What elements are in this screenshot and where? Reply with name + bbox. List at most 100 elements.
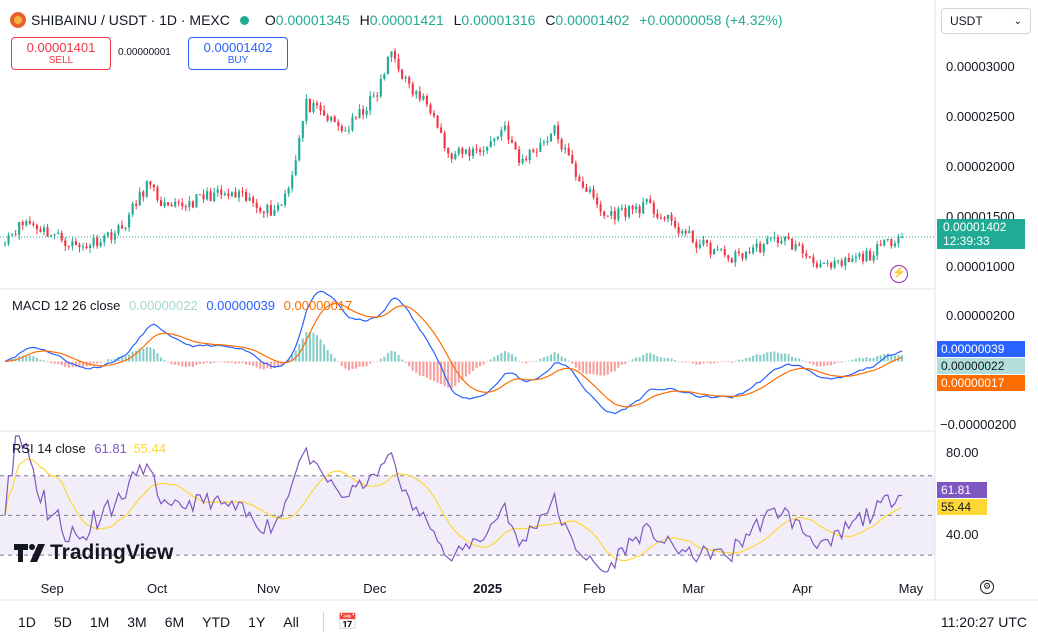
range-1d[interactable]: 1D bbox=[18, 614, 36, 630]
macd-histogram-bar bbox=[872, 357, 875, 362]
buy-price: 0.00001402 bbox=[203, 40, 273, 55]
range-1y[interactable]: 1Y bbox=[248, 614, 266, 630]
candle-body bbox=[266, 204, 269, 214]
candle-body bbox=[553, 125, 556, 134]
sell-label: SELL bbox=[48, 55, 74, 66]
ohlc-open: O0.00001345 bbox=[264, 12, 350, 28]
range-6m[interactable]: 6M bbox=[164, 614, 185, 630]
utc-clock[interactable]: 11:20:27 UTC bbox=[940, 614, 1027, 630]
candle-body bbox=[333, 116, 336, 122]
macd-histogram-bar bbox=[879, 355, 882, 362]
macd-histogram-bar bbox=[663, 358, 666, 362]
symbol-title[interactable]: SHIBAINU / USDT · 1D · MEXC bbox=[31, 12, 230, 28]
candle-body bbox=[567, 147, 570, 156]
candle-body bbox=[557, 125, 560, 140]
shib-coin-icon bbox=[10, 12, 26, 28]
macd-histogram-bar bbox=[727, 361, 730, 363]
macd-histogram-bar bbox=[379, 358, 382, 362]
candle-body bbox=[53, 234, 56, 236]
macd-histogram-bar bbox=[518, 360, 521, 362]
macd-histogram-bar bbox=[844, 361, 847, 362]
candle-body bbox=[833, 260, 836, 268]
range-3m[interactable]: 3M bbox=[127, 614, 147, 630]
candle-body bbox=[798, 244, 801, 246]
macd-histogram-bar bbox=[837, 361, 840, 363]
date-range-calendar-icon[interactable]: 📅 bbox=[337, 614, 358, 631]
candle-body bbox=[255, 202, 258, 208]
macd-histogram-bar bbox=[301, 338, 304, 362]
candle-body bbox=[7, 235, 10, 244]
candle-body bbox=[886, 238, 889, 240]
time-tick-label: 2025 bbox=[473, 581, 503, 596]
range-5d[interactable]: 5D bbox=[53, 614, 72, 630]
macd-histogram-bar bbox=[96, 361, 99, 364]
candle-body bbox=[876, 244, 879, 256]
sell-button[interactable]: 0.00001401 SELL bbox=[11, 37, 111, 70]
macd-histogram-bar bbox=[25, 354, 28, 362]
macd-histogram-bar bbox=[223, 361, 226, 363]
macd-histogram-bar bbox=[581, 361, 584, 373]
macd-histogram-bar bbox=[514, 356, 517, 362]
rsi-line bbox=[4, 435, 902, 573]
buy-button[interactable]: 0.00001402 BUY bbox=[188, 37, 288, 70]
macd-histogram-bar bbox=[791, 356, 794, 362]
candle-body bbox=[500, 129, 503, 137]
candle-body bbox=[223, 193, 226, 195]
macd-histogram-bar bbox=[401, 359, 404, 362]
candle-body bbox=[3, 243, 7, 245]
candle-body bbox=[585, 187, 588, 192]
range-all[interactable]: All bbox=[283, 614, 299, 630]
macd-histogram-bar bbox=[120, 356, 124, 362]
candle-body bbox=[415, 91, 418, 95]
candle-body bbox=[152, 184, 155, 188]
candle-body bbox=[819, 263, 822, 268]
macd-histogram-bar bbox=[393, 351, 397, 362]
macd-histogram-bar bbox=[773, 351, 776, 362]
range-1m[interactable]: 1M bbox=[89, 614, 110, 630]
candle-body bbox=[401, 69, 404, 79]
ohlc-high: H0.00001421 bbox=[359, 12, 444, 28]
candle-body bbox=[206, 191, 209, 200]
candle-body bbox=[858, 253, 861, 257]
tradingview-logo-icon bbox=[14, 544, 45, 562]
currency-select[interactable]: USDT ⌄ bbox=[941, 8, 1031, 34]
range-ytd[interactable]: YTD bbox=[202, 614, 231, 630]
macd-histogram-bar bbox=[652, 354, 655, 362]
candle-body bbox=[110, 232, 113, 240]
candle-body bbox=[766, 238, 769, 244]
macd-histogram-bar bbox=[376, 361, 379, 362]
rsi-title[interactable]: RSI 14 close bbox=[12, 441, 86, 456]
macd-histogram-bar bbox=[3, 361, 7, 362]
macd-histogram-bar bbox=[191, 361, 194, 368]
macd-histogram-bar bbox=[603, 361, 606, 376]
price-tick-label: 0.00002000 bbox=[946, 159, 1015, 174]
macd-title[interactable]: MACD 12 26 close bbox=[12, 298, 121, 313]
macd-tick-label: −0.00000200 bbox=[940, 417, 1017, 432]
macd-histogram-bar bbox=[198, 361, 202, 364]
macd-histogram-bar bbox=[759, 354, 762, 362]
candle-body bbox=[776, 236, 779, 244]
macd-histogram-bar bbox=[35, 357, 38, 362]
macd-histogram-bar bbox=[482, 361, 485, 365]
candle-body bbox=[518, 149, 521, 163]
candle-body bbox=[514, 142, 517, 150]
lightning-icon[interactable]: ⚡ bbox=[890, 265, 908, 283]
candle-body bbox=[851, 258, 854, 263]
macd-histogram-bar bbox=[174, 361, 177, 365]
macd-histogram-bar bbox=[418, 361, 421, 376]
settings-gear-icon[interactable]: ⚙ bbox=[980, 580, 994, 594]
candle-body bbox=[457, 148, 460, 154]
macd-hist-value: 0.00000022 bbox=[129, 298, 198, 313]
candle-body bbox=[826, 262, 829, 264]
macd-histogram-bar bbox=[471, 361, 475, 371]
macd-histogram-bar bbox=[28, 355, 31, 362]
tradingview-logo[interactable]: TradingView bbox=[14, 541, 173, 565]
candle-body bbox=[432, 113, 436, 116]
macd-histogram-bar bbox=[805, 361, 808, 363]
candle-body bbox=[418, 91, 421, 100]
macd-histogram-bar bbox=[142, 348, 145, 362]
macd-histogram-bar bbox=[365, 361, 368, 367]
candle-body bbox=[787, 236, 790, 239]
macd-histogram-bar bbox=[397, 354, 400, 362]
